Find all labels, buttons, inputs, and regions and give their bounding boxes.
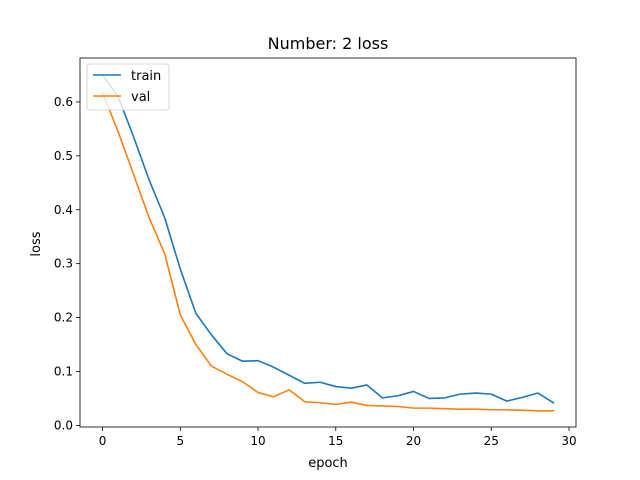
axes-frame <box>79 57 577 428</box>
x-tick-label: 30 <box>561 434 576 448</box>
y-tick-label: 0.0 <box>54 418 73 432</box>
y-tick-label: 0.4 <box>54 203 73 217</box>
y-axis-label: loss <box>29 231 44 256</box>
y-tick-label: 0.5 <box>54 149 73 163</box>
x-tick-label: 15 <box>328 434 343 448</box>
y-tick-label: 0.1 <box>54 364 73 378</box>
x-tick-label: 0 <box>99 434 107 448</box>
y-tick-label: 0.2 <box>54 311 73 325</box>
legend-label-train: train <box>131 69 161 84</box>
x-tick-label: 25 <box>484 434 499 448</box>
legend-label-val: val <box>131 90 150 105</box>
x-tick-label: 20 <box>406 434 421 448</box>
plot-layer: 0 5 10 15 20 25 30 0.0 0.1 0.2 0.3 0.4 0.5 0.6 train va… <box>54 57 577 448</box>
series-line-val <box>101 91 555 412</box>
series-line-train <box>101 73 555 404</box>
x-tick-label: 5 <box>176 434 184 448</box>
y-tick-label: 0.3 <box>54 257 73 271</box>
y-tick-label: 0.6 <box>54 95 73 109</box>
x-tick-label: 10 <box>250 434 265 448</box>
x-axis-label: epoch <box>308 456 348 471</box>
chart-title: Number: 2 loss <box>268 34 389 53</box>
